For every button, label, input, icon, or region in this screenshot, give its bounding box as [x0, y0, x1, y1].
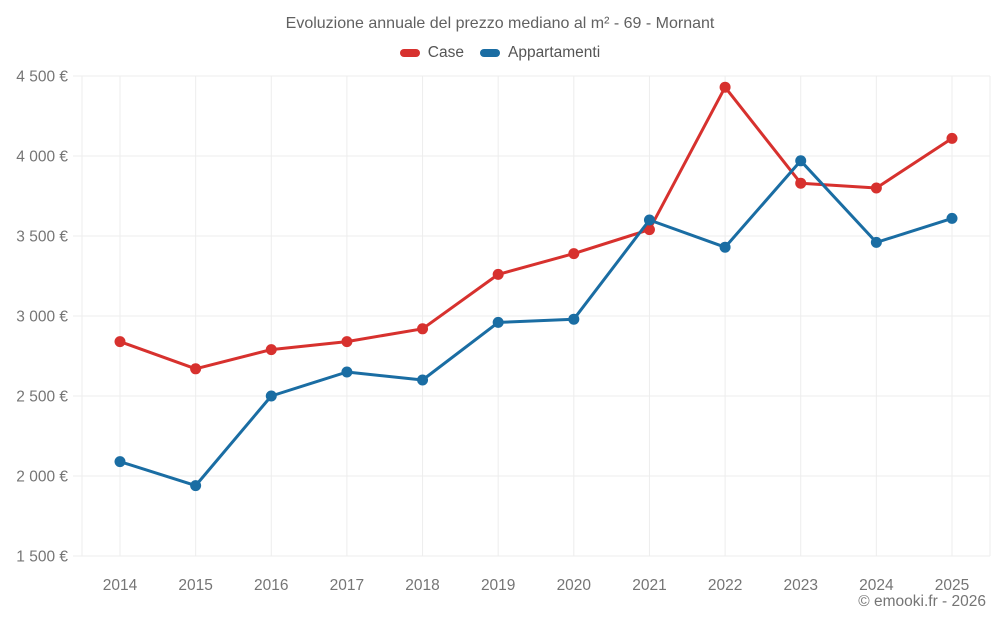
data-point-case-2022[interactable] — [719, 81, 731, 93]
y-tick-label: 4 000 € — [16, 149, 68, 166]
series-line-case — [118, 85, 954, 371]
y-tick-label: 2 500 € — [16, 389, 68, 406]
data-point-case-2021[interactable] — [643, 224, 655, 236]
data-point-appartamenti-2023[interactable] — [795, 155, 807, 167]
appartamenti-legend-swatch-icon — [479, 49, 500, 57]
data-point-appartamenti-2021[interactable] — [643, 214, 655, 226]
copyright-text: © emooki.fr - 2026 — [858, 593, 986, 610]
legend-item-appartamenti[interactable]: Appartamenti — [479, 44, 601, 62]
legend-label-appartamenti: Appartamenti — [507, 44, 601, 61]
data-point-appartamenti-2022[interactable] — [719, 241, 731, 253]
y-tick-label: 2 000 € — [16, 469, 68, 486]
y-tick-label: 3 000 € — [16, 309, 68, 326]
data-point-case-2015[interactable] — [190, 363, 202, 375]
data-point-case-2020[interactable] — [568, 248, 580, 260]
x-tick-label: 2024 — [859, 577, 894, 594]
legend-item-case[interactable]: Case — [399, 44, 464, 62]
data-point-appartamenti-2016[interactable] — [265, 390, 277, 402]
x-tick-label: 2020 — [557, 577, 592, 594]
x-tick-label: 2015 — [178, 577, 212, 594]
data-point-case-2019[interactable] — [492, 268, 504, 280]
data-point-case-2024[interactable] — [870, 182, 882, 194]
data-point-appartamenti-2024[interactable] — [870, 236, 882, 248]
chart-title: Evoluzione annuale del prezzo mediano al… — [285, 15, 715, 32]
x-tick-label: 2014 — [103, 577, 138, 594]
data-point-appartamenti-2014[interactable] — [114, 456, 126, 468]
y-tick-label: 3 500 € — [16, 229, 68, 246]
y-tick-label: 1 500 € — [16, 549, 68, 566]
data-point-case-2017[interactable] — [341, 336, 353, 348]
x-tick-label: 2018 — [405, 577, 439, 594]
legend-label-case: Case — [427, 44, 464, 61]
data-point-appartamenti-2017[interactable] — [341, 366, 353, 378]
data-point-case-2018[interactable] — [417, 323, 429, 335]
x-tick-label: 2022 — [708, 577, 742, 594]
data-point-appartamenti-2015[interactable] — [190, 480, 202, 492]
case-legend-swatch-icon — [399, 49, 420, 57]
chart-legend: Case Appartamenti — [0, 44, 1000, 62]
data-point-case-2014[interactable] — [114, 336, 126, 348]
data-point-appartamenti-2018[interactable] — [417, 374, 429, 386]
data-point-appartamenti-2020[interactable] — [568, 313, 580, 325]
x-tick-label: 2017 — [330, 577, 364, 594]
x-tick-label: 2019 — [481, 577, 515, 594]
data-point-appartamenti-2025[interactable] — [946, 212, 958, 224]
x-tick-label: 2023 — [783, 577, 817, 594]
x-tick-label: 2016 — [254, 577, 288, 594]
y-tick-label: 4 500 € — [16, 69, 68, 86]
series-line-appartamenti — [118, 159, 954, 488]
data-point-case-2016[interactable] — [265, 344, 277, 356]
data-point-case-2025[interactable] — [946, 132, 958, 144]
x-tick-label: 2021 — [632, 577, 666, 594]
data-point-case-2023[interactable] — [795, 177, 807, 189]
x-tick-label: 2025 — [935, 577, 969, 594]
data-point-appartamenti-2019[interactable] — [492, 316, 504, 328]
